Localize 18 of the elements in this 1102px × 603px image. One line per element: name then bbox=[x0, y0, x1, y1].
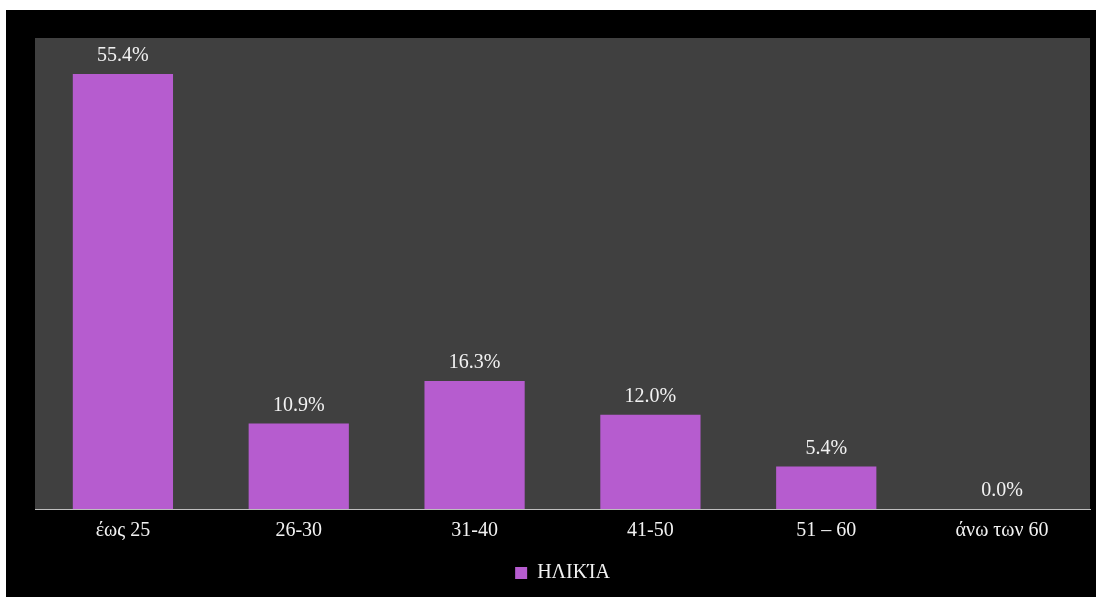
x-tick-label: 26-30 bbox=[275, 518, 323, 541]
x-tick-label: 31-40 bbox=[451, 518, 498, 541]
data-label: 5.4% bbox=[805, 435, 848, 458]
data-label: 12.0% bbox=[624, 384, 677, 407]
bar bbox=[424, 381, 525, 509]
data-label: 0.0% bbox=[981, 478, 1023, 501]
x-tick-label: 41-50 bbox=[627, 518, 674, 541]
legend-label: ΗΛΙΚΊΑ bbox=[537, 560, 611, 583]
bar bbox=[248, 423, 349, 509]
x-tick-label: 51 – 60 bbox=[796, 518, 857, 541]
bar bbox=[72, 74, 174, 509]
x-tick-label: έως 25 bbox=[95, 518, 151, 541]
bar bbox=[600, 414, 701, 509]
bar bbox=[776, 466, 877, 509]
data-label: 10.9% bbox=[272, 392, 325, 415]
data-label: 16.3% bbox=[448, 350, 501, 373]
data-label: 55.4% bbox=[97, 43, 149, 66]
x-tick-label: άνω των 60 bbox=[955, 518, 1049, 541]
